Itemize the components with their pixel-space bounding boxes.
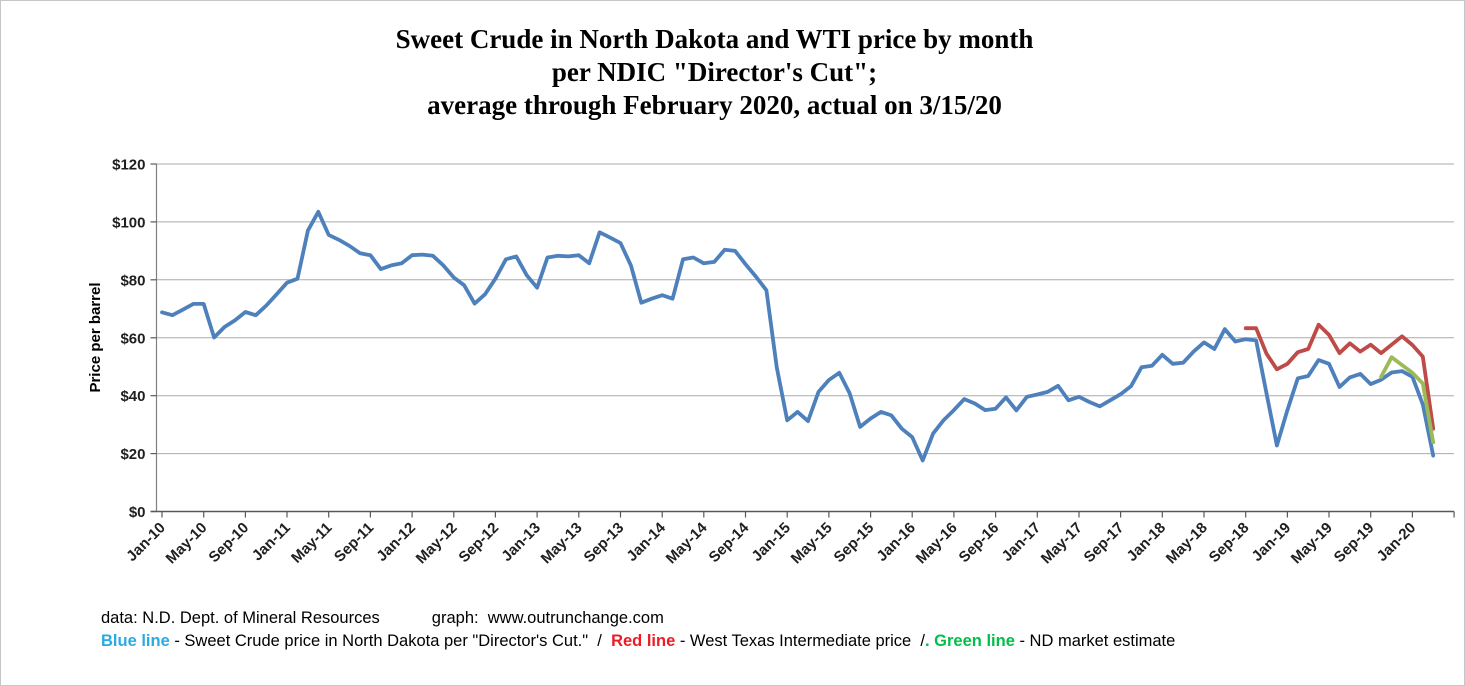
chart-title-line-3: average through February 2020, actual on…	[427, 90, 1002, 120]
y-axis-title: Price per barrel	[87, 282, 104, 392]
y-tick-label: $100	[112, 214, 145, 231]
x-tick-label: Sep-15	[831, 519, 878, 566]
legend-blue-desc: - Sweet Crude price in North Dakota per …	[169, 632, 598, 650]
x-tick-label: May-11	[288, 519, 335, 566]
wti-line	[1243, 322, 1436, 431]
legend-separator-1: /	[597, 632, 612, 650]
chart-footer: data: N.D. Dept. of Mineral Resources gra…	[101, 607, 1175, 653]
legend-blue-term: Blue line	[101, 632, 170, 650]
x-tick-label: Jan-12	[373, 519, 419, 565]
x-tick-label: May-18	[1163, 519, 1211, 567]
legend-red-term: Red line	[611, 632, 676, 650]
legend-separator-2: /	[920, 632, 925, 650]
y-tick-label: $20	[120, 446, 145, 463]
x-tick-label: May-10	[163, 519, 211, 567]
legend-red-desc: - West Texas Intermediate price	[675, 632, 921, 650]
data-source-label: data: N.D. Dept. of Mineral Resources	[101, 609, 380, 627]
x-tick-label: May-14	[663, 519, 711, 567]
x-tick-label: Jan-11	[249, 519, 294, 564]
x-tick-label: May-17	[1038, 519, 1086, 567]
x-tick-label: May-12	[413, 519, 461, 567]
legend-green-mark: .	[925, 632, 935, 650]
x-tick-label: Jan-13	[498, 519, 544, 565]
x-tick-label: Sep-16	[956, 519, 1003, 566]
y-tick-label: $80	[120, 272, 145, 289]
x-tick-label: Jan-18	[1123, 519, 1169, 565]
x-tick-label: Jan-16	[873, 519, 919, 565]
nd-estimate-line	[1379, 355, 1436, 445]
axis-ticks	[150, 163, 1455, 518]
x-tick-label: Jan-20	[1374, 519, 1420, 565]
x-tick-label: Sep-10	[205, 519, 252, 566]
x-tick-label: Jan-15	[748, 519, 794, 565]
x-tick-label: Sep-14	[706, 519, 753, 566]
x-tick-label: Sep-19	[1331, 519, 1378, 566]
y-tick-label: $40	[120, 388, 145, 405]
sweet-crude-line	[160, 209, 1436, 463]
chart-title-line-1: Sweet Crude in North Dakota and WTI pric…	[395, 24, 1034, 54]
x-tick-label: Sep-18	[1206, 519, 1253, 566]
chart-title-line-2: per NDIC "Director's Cut";	[551, 57, 878, 87]
graph-credit-label: graph: www.outrunchange.com	[431, 609, 664, 627]
x-tick-label: Jan-17	[998, 519, 1044, 565]
x-tick-label: May-16	[913, 519, 961, 567]
legend-green-term: Green line	[934, 632, 1015, 650]
legend-row: Blue line - Sweet Crude price in North D…	[101, 630, 1175, 653]
chart-title: Sweet Crude in North Dakota and WTI pric…	[1, 23, 1428, 122]
y-gridlines	[156, 163, 1454, 455]
x-tick-label: Sep-11	[331, 519, 377, 565]
x-tick-label: May-13	[538, 519, 586, 567]
x-tick-label: Sep-13	[581, 519, 628, 566]
y-tick-label: $0	[129, 504, 146, 521]
y-tick-label: $120	[112, 157, 145, 174]
x-tick-label: Jan-10	[123, 519, 169, 565]
x-tick-label: Jan-19	[1249, 519, 1295, 565]
legend-green-desc: - ND market estimate	[1014, 632, 1176, 650]
x-tick-label: Jan-14	[623, 519, 669, 565]
x-tick-label: Sep-17	[1081, 519, 1128, 566]
x-tick-label: May-15	[788, 519, 836, 567]
data-credit-row: data: N.D. Dept. of Mineral Resources gra…	[101, 607, 1175, 630]
y-tick-label: $60	[120, 330, 145, 347]
x-tick-label: Sep-12	[455, 519, 502, 566]
x-tick-labels: Jan-10May-10Sep-10Jan-11May-11Sep-11Jan-…	[123, 519, 1419, 567]
y-tick-labels: $0 $20 $40 $60 $80 $100 $120	[112, 157, 145, 522]
x-tick-label: May-19	[1288, 519, 1336, 567]
